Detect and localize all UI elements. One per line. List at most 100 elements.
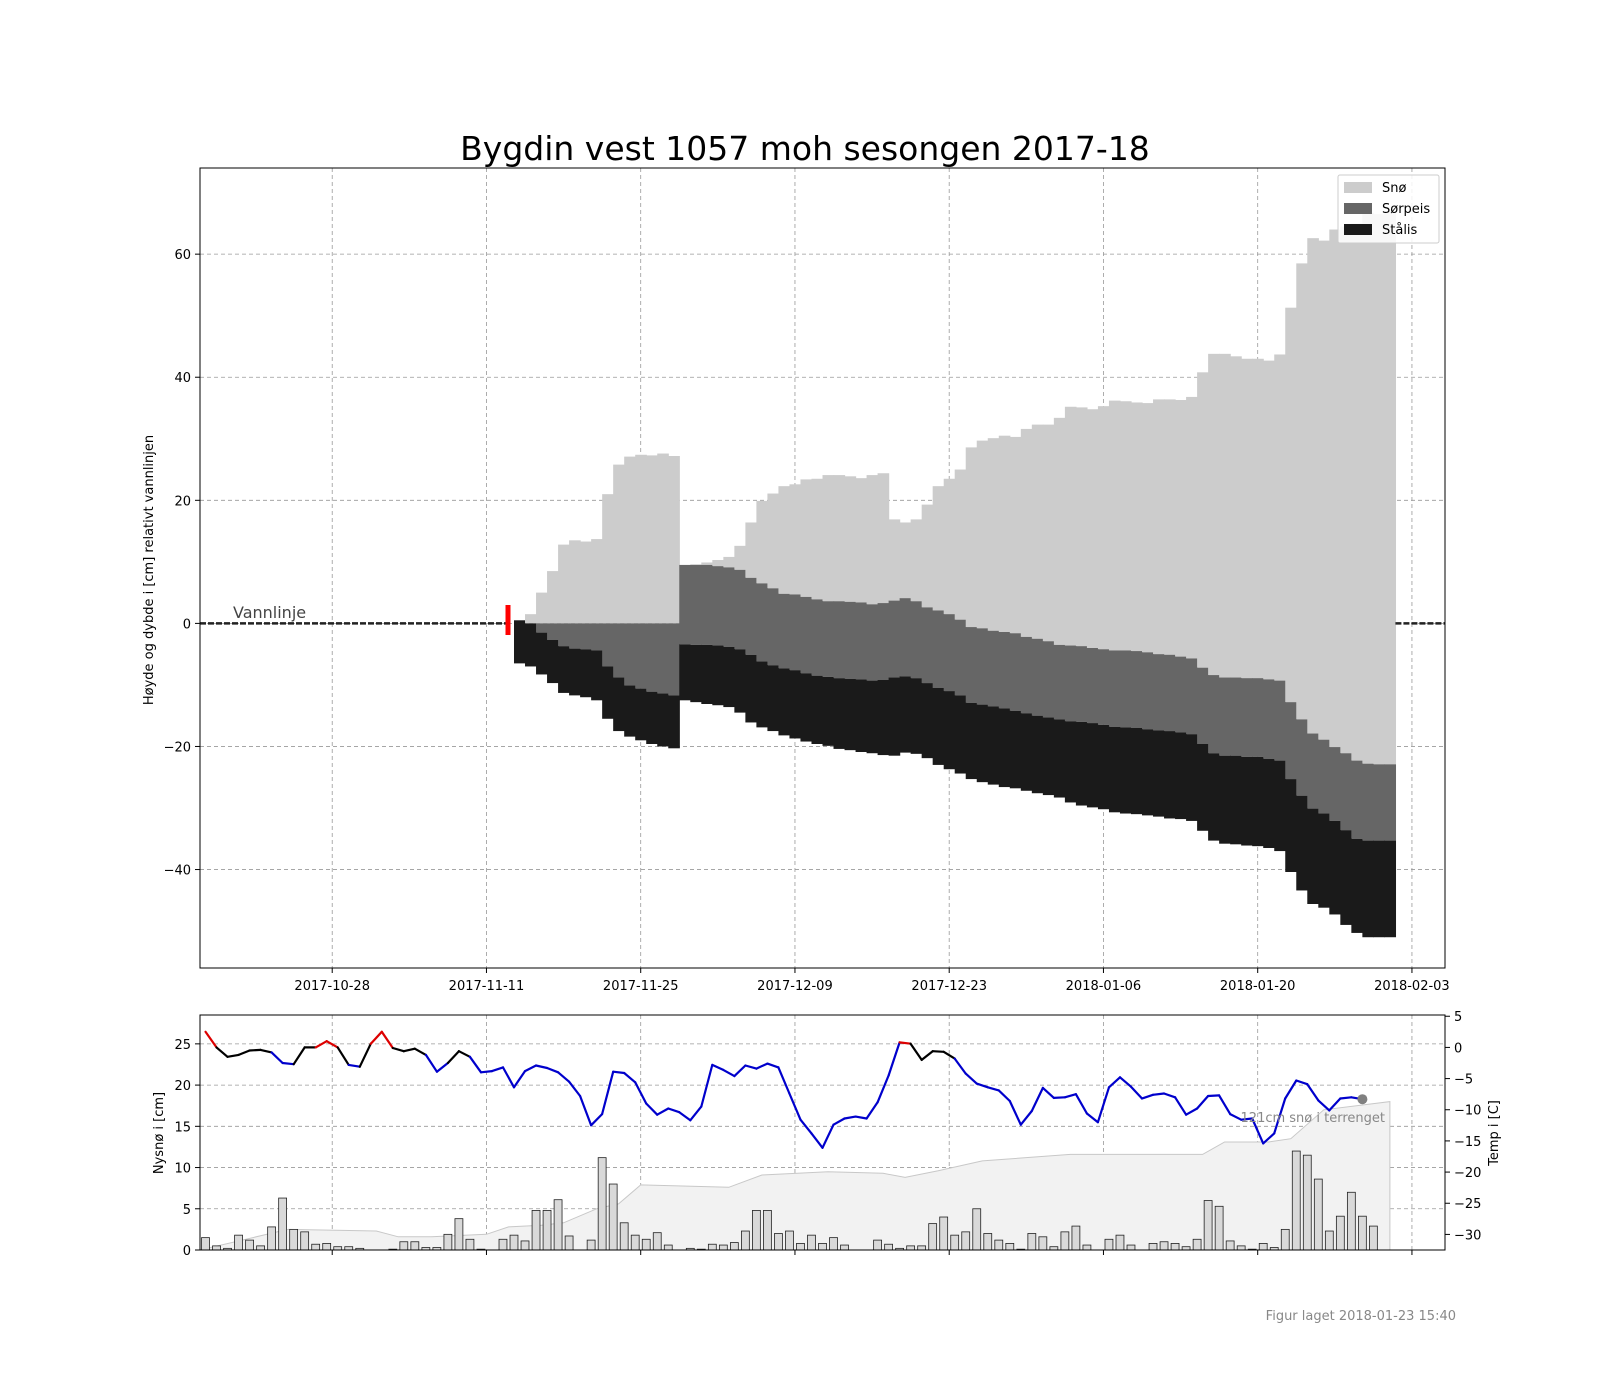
main-x-tick-label: 2017-11-25 — [603, 979, 679, 994]
bar-stalis — [734, 649, 746, 713]
new-snow-bar — [961, 1231, 971, 1251]
new-snow-bar — [1225, 1240, 1235, 1251]
legend-swatch-sno — [1344, 182, 1372, 193]
temperature-segment — [556, 1071, 571, 1083]
bar-stalis — [1042, 717, 1055, 796]
bar-sorpeis — [1020, 636, 1033, 714]
bar-sno — [1340, 226, 1352, 754]
main-y-ticks: −40 −20 0 20 40 60 — [164, 248, 200, 879]
main-x-tick-label: 2017-10-28 — [294, 979, 370, 994]
bar-sno — [1307, 238, 1319, 734]
temperature-segment — [281, 1061, 295, 1066]
new-snow-bar — [840, 1244, 849, 1251]
bar-stalis — [1318, 813, 1330, 908]
temperature-segment — [1063, 1093, 1078, 1099]
bar-sorpeis — [811, 599, 824, 676]
bar-sorpeis — [921, 607, 934, 684]
new-snow-bar — [311, 1243, 321, 1251]
bar-sorpeis — [1142, 652, 1154, 730]
temperature-segment — [1240, 1117, 1254, 1121]
bar-sorpeis — [877, 603, 890, 680]
new-snow-bar — [917, 1245, 927, 1251]
bar-sorpeis — [822, 601, 835, 677]
temperature-segment — [920, 1050, 934, 1062]
bar-sno — [1142, 403, 1154, 653]
temperature-segment — [1030, 1086, 1045, 1113]
main-y-tick-label: 60 — [174, 248, 191, 263]
waterline-label: Vannlinje — [233, 603, 306, 622]
new-snow-bar — [443, 1233, 453, 1251]
temperature-segment — [523, 1064, 538, 1073]
bar-sorpeis — [602, 623, 614, 667]
bar-sorpeis — [1230, 677, 1242, 756]
bar-sno — [1373, 214, 1386, 765]
bar-stalis — [833, 678, 846, 749]
bar-sorpeis — [899, 598, 912, 677]
temperature-segment — [512, 1069, 527, 1089]
bar-sorpeis — [1075, 646, 1088, 722]
bar-stalis — [1329, 820, 1341, 915]
bar-sorpeis — [767, 588, 780, 666]
new-snow-bar — [1038, 1236, 1048, 1251]
new-snow-bar — [763, 1210, 772, 1251]
new-snow-bar — [1280, 1228, 1290, 1251]
new-snow-bar — [884, 1243, 893, 1251]
main-bars — [514, 211, 1397, 938]
bar-sno — [1208, 353, 1220, 676]
bar-sorpeis — [1329, 747, 1341, 821]
bar-sorpeis — [1042, 641, 1055, 718]
bottom-y2-tick-label: −5 — [1454, 1073, 1473, 1088]
bar-sno — [1197, 372, 1209, 668]
bar-sorpeis — [1186, 658, 1198, 735]
bar-sorpeis — [690, 564, 702, 645]
bar-sorpeis — [943, 614, 956, 692]
bar-sno — [778, 486, 791, 594]
bar-sno — [767, 493, 780, 589]
new-snow-bar — [410, 1241, 420, 1251]
bar-sorpeis — [789, 594, 802, 671]
bar-sorpeis — [756, 583, 769, 662]
bar-sorpeis — [866, 604, 879, 681]
bar-sno — [1031, 424, 1044, 639]
new-snow-bar — [542, 1210, 552, 1251]
legend: Snø Sørpeis Stålis — [1337, 174, 1440, 244]
bar-stalis — [976, 704, 989, 783]
bar-sorpeis — [1108, 650, 1121, 727]
bar-sorpeis — [547, 623, 559, 640]
bar-sno — [1384, 211, 1397, 765]
temperature-segment — [600, 1070, 615, 1116]
temperature-segment — [204, 1030, 218, 1049]
temperature-segment — [237, 1049, 251, 1057]
bar-sorpeis — [1241, 678, 1253, 757]
new-snow-bar — [1104, 1238, 1114, 1251]
main-y-tick-label: −20 — [164, 740, 191, 755]
legend-swatch-stalis — [1344, 224, 1372, 235]
new-snow-bar — [1369, 1225, 1378, 1251]
temperature-segment — [479, 1069, 494, 1074]
bar-sno — [921, 504, 934, 608]
bar-stalis — [965, 702, 978, 780]
bottom-y2-tick-label: −10 — [1454, 1104, 1481, 1119]
bottom-y-tick-label: 0 — [183, 1244, 191, 1259]
bar-sorpeis — [1164, 654, 1176, 732]
temperature-segment — [975, 1082, 989, 1089]
bar-sorpeis — [635, 623, 647, 689]
bar-sno — [1130, 402, 1143, 652]
bar-stalis — [899, 676, 912, 753]
bar-sno — [591, 539, 603, 624]
bottom-frame — [199, 1014, 1446, 1251]
bar-stalis — [613, 677, 625, 732]
new-snow-bar — [1126, 1244, 1136, 1251]
bar-sno — [1285, 307, 1297, 703]
main-frame — [199, 167, 1446, 969]
temperature-segment — [645, 1102, 659, 1116]
bar-sorpeis — [987, 630, 1000, 707]
legend-swatch-sorpeis — [1344, 203, 1372, 214]
bar-stalis — [1241, 756, 1253, 846]
bar-sorpeis — [1296, 719, 1308, 796]
temperature-segment — [876, 1074, 890, 1104]
bar-sno — [536, 592, 548, 624]
bar-stalis — [1307, 808, 1319, 904]
bar-sno — [987, 438, 1000, 631]
bar-sorpeis — [734, 569, 746, 650]
